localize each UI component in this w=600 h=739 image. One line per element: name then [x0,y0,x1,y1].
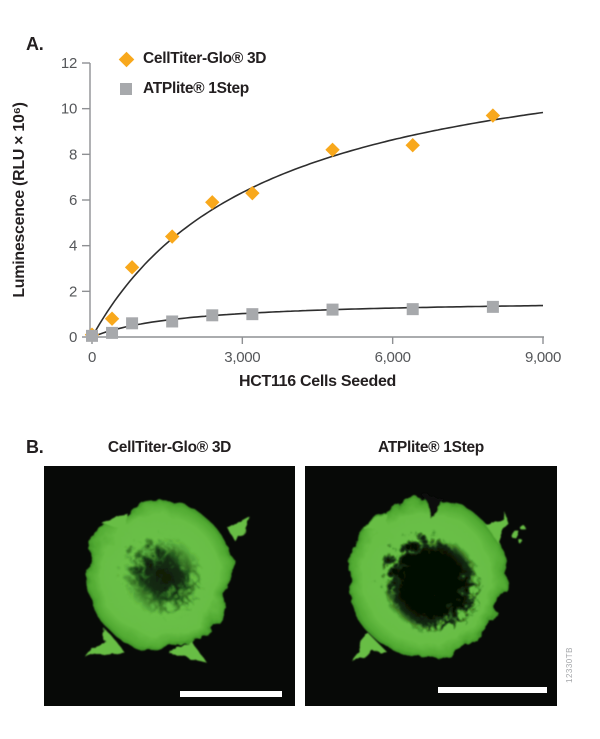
legend-row-atplite: ATPlite® 1Step [120,80,266,97]
y-tick-label: 8 [69,146,77,163]
data-point-diamond [205,195,220,210]
data-point-diamond [245,185,260,201]
luminescence-chart: 0 3,000 6,000 9,000 0 2 4 6 8 10 12 [61,55,561,366]
microscopy-image-atplite [305,466,557,706]
data-point-square [126,317,139,330]
microscopy-image-celltiter [44,466,295,706]
data-point-square [326,303,339,316]
y-tick-label: 2 [69,283,77,300]
data-point-diamond [124,260,140,275]
data-point-square [206,309,219,322]
data-point-square [86,329,98,342]
data-point-square [246,308,259,321]
scale-bar [180,691,282,697]
x-tick-label: 0 [88,349,96,366]
scale-bar [438,687,547,693]
data-point-diamond [325,142,340,157]
spheroid-hollow-center [378,530,474,626]
chart-legend: CellTiter-Glo® 3D ATPlite® 1Step [118,50,267,111]
panel-a-label: A. [26,34,44,54]
data-point-diamond [485,108,501,123]
data-point-square [406,303,419,316]
y-tick-label: 4 [69,238,77,255]
image-title-atplite: ATPlite® 1Step [378,439,484,456]
fit-curve [91,304,543,338]
data-point-square [166,315,179,328]
data-point-diamond [104,311,120,326]
panel-b-label: B. [26,437,44,457]
square-marker-icon [120,83,132,95]
y-tick-label: 6 [69,192,77,209]
x-tick-label: 3,000 [224,349,260,366]
data-point-diamond [405,138,420,153]
figure-code: 12330TB [565,647,574,683]
data-point-square [486,300,499,313]
data-point-square [106,326,119,339]
x-axis-title: HCT116 Cells Seeded [238,373,397,390]
y-tick-label: 0 [69,329,77,346]
y-tick-label: 10 [61,101,77,118]
legend-label-atplite: ATPlite® 1Step [143,80,249,97]
fit-curve [91,111,544,338]
data-point-diamond [164,229,180,244]
x-tick-label: 6,000 [375,349,411,366]
spheroid-dark-core [117,530,197,610]
legend-label-celltiter: CellTiter-Glo® 3D [143,50,267,67]
y-axis-title: Luminescence (RLU × 10⁶) [11,102,28,298]
legend-row-celltiter: CellTiter-Glo® 3D [118,50,267,67]
diamond-marker-icon [118,51,135,67]
x-tick-label: 9,000 [525,349,561,366]
image-title-celltiter: CellTiter-Glo® 3D [107,439,232,456]
y-tick-label: 12 [61,55,77,72]
